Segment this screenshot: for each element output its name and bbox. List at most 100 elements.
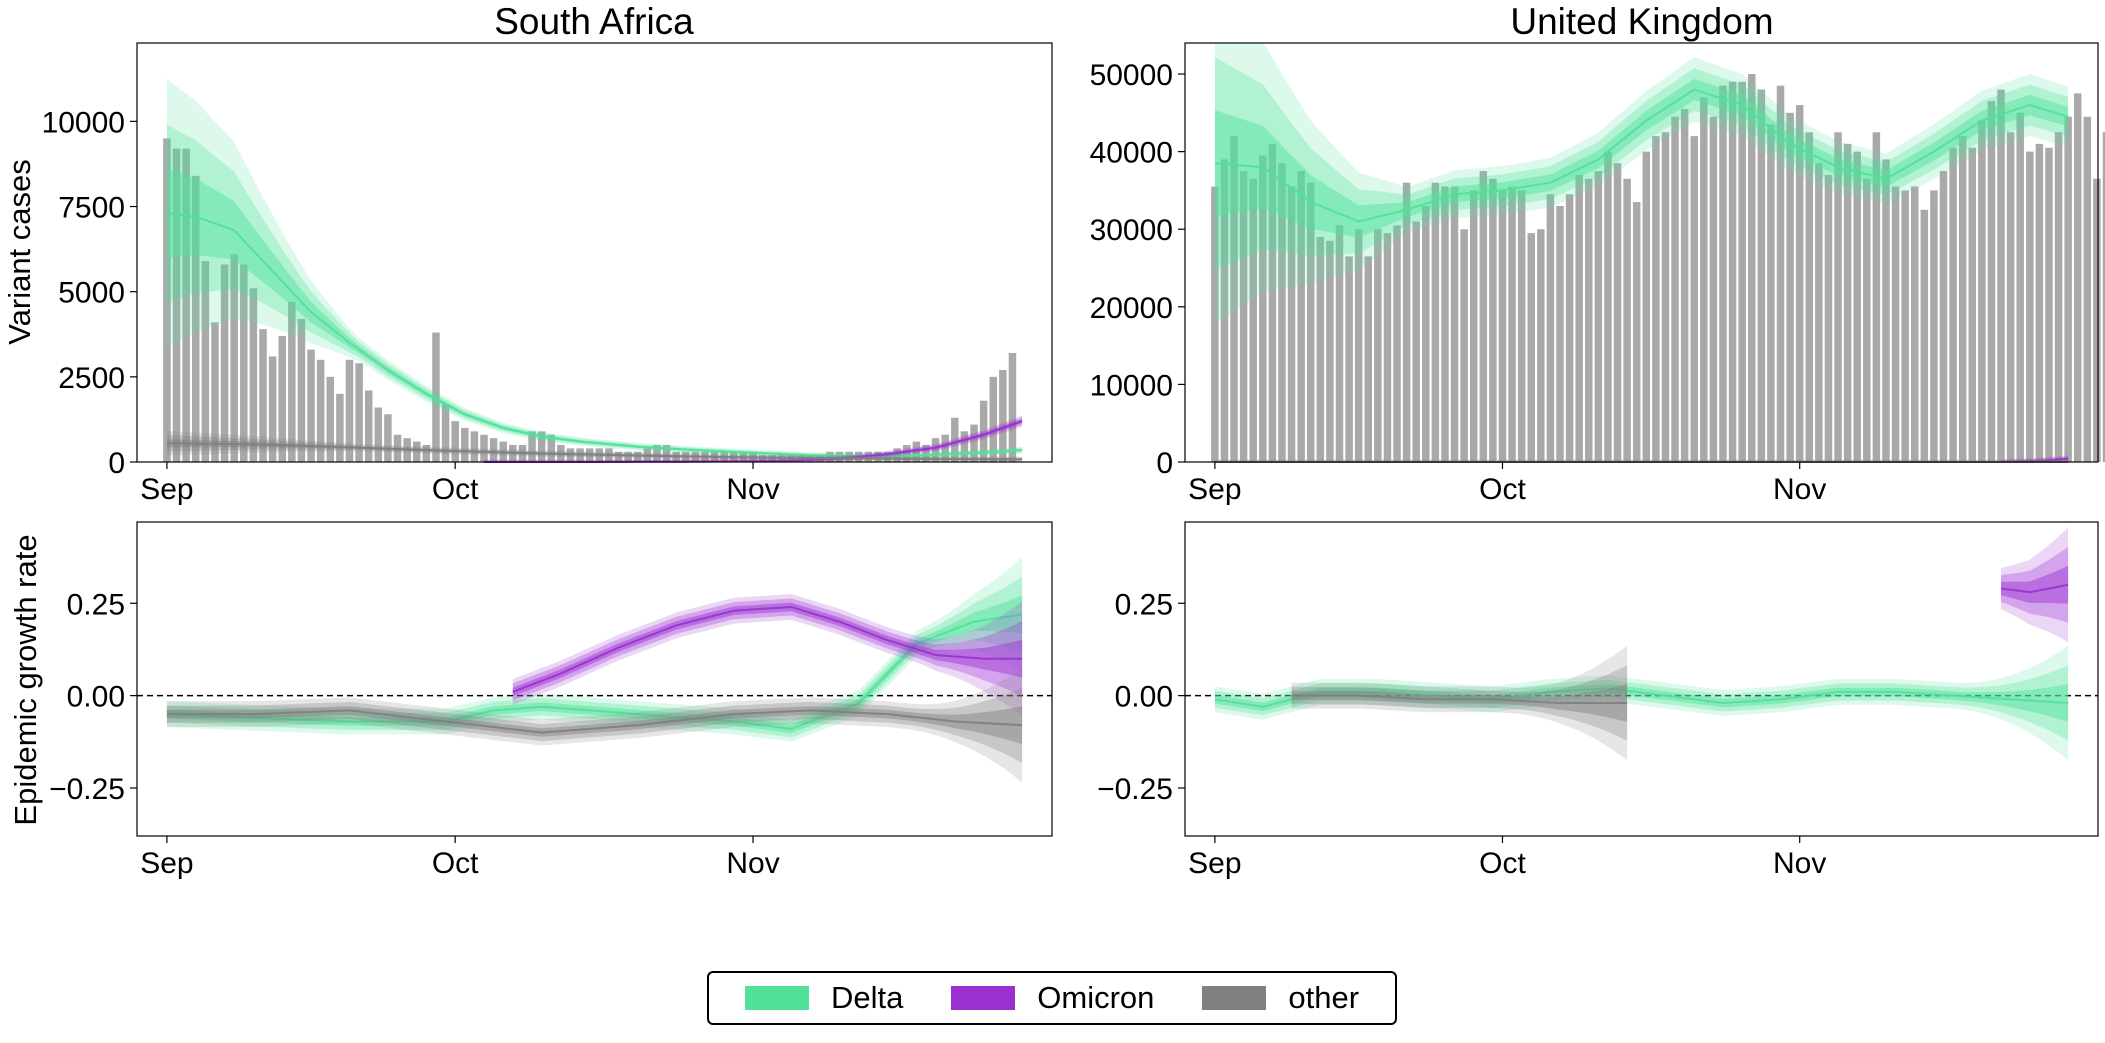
bar (1968, 147, 1977, 462)
bar (1949, 147, 1957, 462)
axes-frame (1184, 42, 2099, 463)
bar (1709, 116, 1718, 463)
bar (2102, 132, 2105, 462)
bar (1431, 182, 1440, 462)
band-other (166, 667, 1023, 783)
bar (1402, 182, 1411, 462)
y-tick-label: 10000 (1090, 369, 1173, 402)
axes-frame (1184, 521, 2099, 837)
x-tick-label: Nov (726, 847, 779, 880)
bar (1249, 178, 1257, 462)
bar (1364, 256, 1373, 462)
y-tick-label: 30000 (1090, 214, 1173, 247)
panel-title-united-kingdom: United Kingdom (1510, 1, 1773, 42)
band-omicron (512, 594, 1023, 716)
legend-swatch-other (1202, 986, 1267, 1010)
band-delta (166, 557, 1023, 742)
series-line-delta (1214, 687, 2069, 708)
bar (1604, 151, 1612, 462)
bar (1843, 143, 1852, 463)
bar (1354, 229, 1363, 462)
bar (364, 390, 373, 462)
bar (1393, 225, 1401, 462)
bar (441, 404, 450, 462)
bar (2035, 143, 2044, 463)
bar (1776, 85, 1785, 462)
legend: Delta Omicron other (707, 971, 1397, 1025)
bar (1671, 116, 1679, 463)
bar (2073, 93, 2082, 463)
bar (2054, 132, 2063, 462)
bar (1786, 112, 1794, 462)
bar (278, 335, 286, 462)
y-tick-label: 0.00 (67, 681, 125, 714)
legend-swatch-omicron (951, 986, 1016, 1010)
bar (1412, 221, 1420, 462)
bar (1757, 89, 1766, 463)
bar (384, 414, 392, 462)
series-line-omicron (2000, 583, 2069, 594)
bar (970, 424, 978, 462)
bar (1853, 151, 1861, 462)
y-tick-label: 10000 (42, 106, 125, 139)
bar (1824, 174, 1833, 462)
bar (172, 148, 181, 462)
bar (326, 376, 335, 462)
bar (826, 451, 834, 462)
axes-frame (136, 42, 1053, 463)
bar (1767, 124, 1775, 462)
bar (220, 264, 229, 462)
bar (461, 427, 469, 462)
bar (1575, 174, 1583, 462)
bar (2083, 116, 2092, 463)
band-delta (166, 595, 1023, 734)
bar (614, 451, 623, 462)
x-tick-label: Sep (1188, 473, 1241, 506)
x-tick-label: Nov (1773, 847, 1826, 880)
bar (941, 434, 949, 462)
ylabel-epidemic-growth-rate: Epidemic growth rate (8, 534, 43, 825)
bar (2016, 112, 2024, 462)
band-other (166, 706, 1023, 745)
legend-label-omicron: Omicron (1037, 980, 1155, 1015)
bar (1268, 143, 1277, 463)
bar (163, 138, 171, 462)
bar (624, 451, 632, 462)
bar (1508, 186, 1516, 462)
bar (1278, 163, 1286, 462)
bar (912, 441, 921, 462)
bar (1230, 136, 1238, 462)
bar (999, 370, 1007, 462)
bar (1546, 194, 1555, 463)
bar (2064, 116, 2072, 463)
bar (528, 431, 536, 462)
bar (1287, 186, 1296, 462)
bar (297, 318, 306, 462)
bar (1958, 136, 1967, 462)
bar (1220, 159, 1229, 462)
series-line-other (166, 709, 1023, 734)
bar (1891, 186, 1900, 462)
bar (1690, 136, 1698, 462)
bar (547, 434, 556, 462)
series-line-delta (166, 212, 1023, 458)
bar (1326, 240, 1334, 462)
bar (1728, 81, 1737, 462)
panel-title-south-africa: South Africa (494, 1, 694, 42)
panel-united-kingdom-growth: 0.25 0.00 −0.25 Sep Oct Nov (1097, 521, 2099, 880)
bar (1652, 136, 1660, 462)
bar (2093, 178, 2101, 462)
bar (1795, 105, 1804, 463)
y-tick-label: −0.25 (49, 773, 125, 806)
bar (412, 441, 421, 462)
bar (979, 400, 988, 462)
bar (1901, 190, 1909, 463)
bar (1815, 163, 1823, 462)
bar (1374, 229, 1382, 462)
bar (2026, 151, 2034, 462)
bar (989, 376, 997, 462)
bar (1613, 163, 1622, 462)
bar (1863, 178, 1871, 462)
bar (1498, 190, 1507, 463)
